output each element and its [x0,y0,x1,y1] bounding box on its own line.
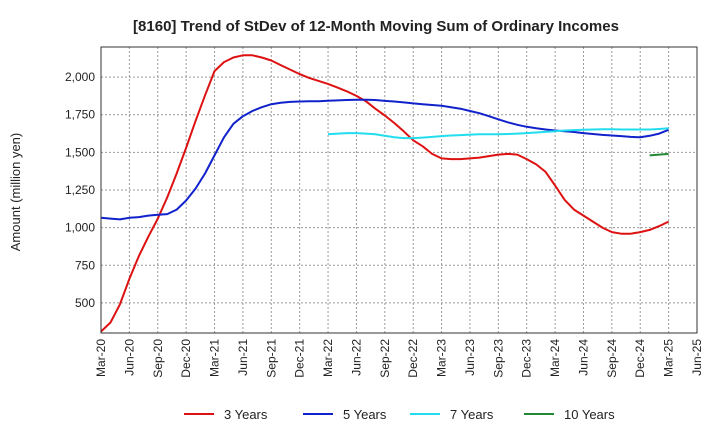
legend-item-10-years: 10 Years [524,407,615,422]
plot-area-border [100,46,698,334]
legend-label: 10 Years [564,407,615,422]
x-tick-label: Dec-21 [293,339,307,378]
x-tick-label: Jun-22 [349,339,363,376]
x-tick-label: Dec-20 [179,339,193,378]
x-tick-label: Jun-24 [576,339,590,376]
x-tick-label: Mar-20 [94,339,108,377]
x-tick-label: Jun-20 [122,339,136,376]
y-axis-label: Amount (million yen) [8,133,23,252]
x-tick-label: Jun-21 [236,339,250,376]
x-tick-label: Dec-24 [633,339,647,378]
legend-item-5-years: 5 Years [303,407,387,422]
x-tick-label: Dec-22 [406,339,420,378]
y-tick-label: 500 [75,296,95,310]
x-tick-label: Sep-24 [605,339,619,378]
legend-label: 3 Years [224,407,268,422]
x-tick-label: Mar-25 [662,339,676,377]
axes: 500 750 1,000 1,250 1,500 1,750 2,000 Mar-20 Jun… [65,46,704,378]
series-line-10-years [649,152,669,157]
x-tick-label: Sep-23 [491,339,505,378]
x-tick-label: Mar-22 [321,339,335,377]
x-tick-label: Sep-21 [264,339,278,378]
x-tick-label: Sep-22 [378,339,392,378]
series-line-5-years [100,98,669,221]
x-tick-label: Mar-23 [435,339,449,377]
x-tick-label: Jun-25 [690,339,704,376]
grid [100,47,698,333]
series-line-3-years [100,54,670,333]
legend-item-3-years: 3 Years [184,407,268,422]
x-tick-label: Sep-20 [151,339,165,378]
x-tick-label: Mar-21 [208,339,222,377]
legend-item-7-years: 7 Years [410,407,494,422]
x-tick-label: Jun-23 [463,339,477,376]
y-tick-label: 1,750 [65,108,95,122]
x-tick-label: Mar-24 [548,339,562,377]
y-tick-label: 2,000 [65,70,95,84]
series-lines [100,54,670,333]
y-tick-label: 1,250 [65,183,95,197]
y-tick-label: 1,000 [65,221,95,235]
legend: 3 Years 5 Years 7 Years 10 Years [184,407,615,422]
y-tick-label: 1,500 [65,145,95,159]
chart-title: [8160] Trend of StDev of 12-Month Moving… [133,18,619,35]
y-tick-label: 750 [75,258,95,272]
legend-label: 5 Years [343,407,387,422]
x-tick-label: Dec-23 [520,339,534,378]
series-line-7-years [327,127,669,140]
legend-label: 7 Years [450,407,494,422]
